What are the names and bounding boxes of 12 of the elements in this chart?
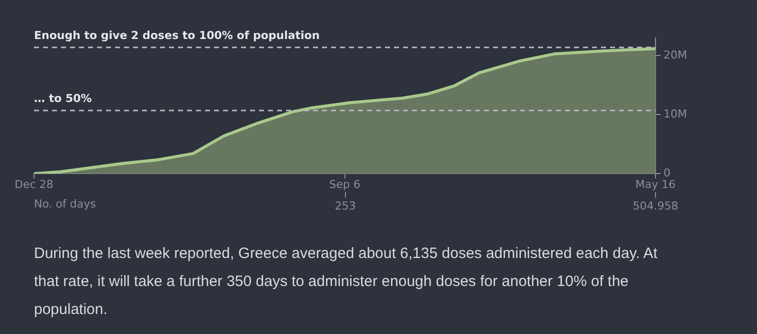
x-tick-label: 253: [334, 199, 356, 212]
y-tick-label: 20M: [664, 48, 688, 62]
text: During the last week reported, Greece averaged about 6,135 doses administered each day. At that rate, it will take a further 350 days to administer enough doses for another 10% of the population.: [34, 244, 658, 320]
y-tick-label: 10M: [664, 108, 688, 121]
x2-tick-label: Dec 28: [14, 178, 54, 192]
x-axis-title: No. of days: [34, 198, 96, 211]
y-tick-label: 0: [664, 166, 671, 180]
x2-tick-label: May 16: [635, 178, 676, 192]
ref-line-label: … to 50%: [34, 92, 92, 105]
x-tick-label: 504.958: [632, 199, 678, 212]
x2-tick-label: Sep 6: [329, 178, 360, 192]
ref-line-label: Enough to give 2 doses to 100% of population: [34, 28, 320, 42]
